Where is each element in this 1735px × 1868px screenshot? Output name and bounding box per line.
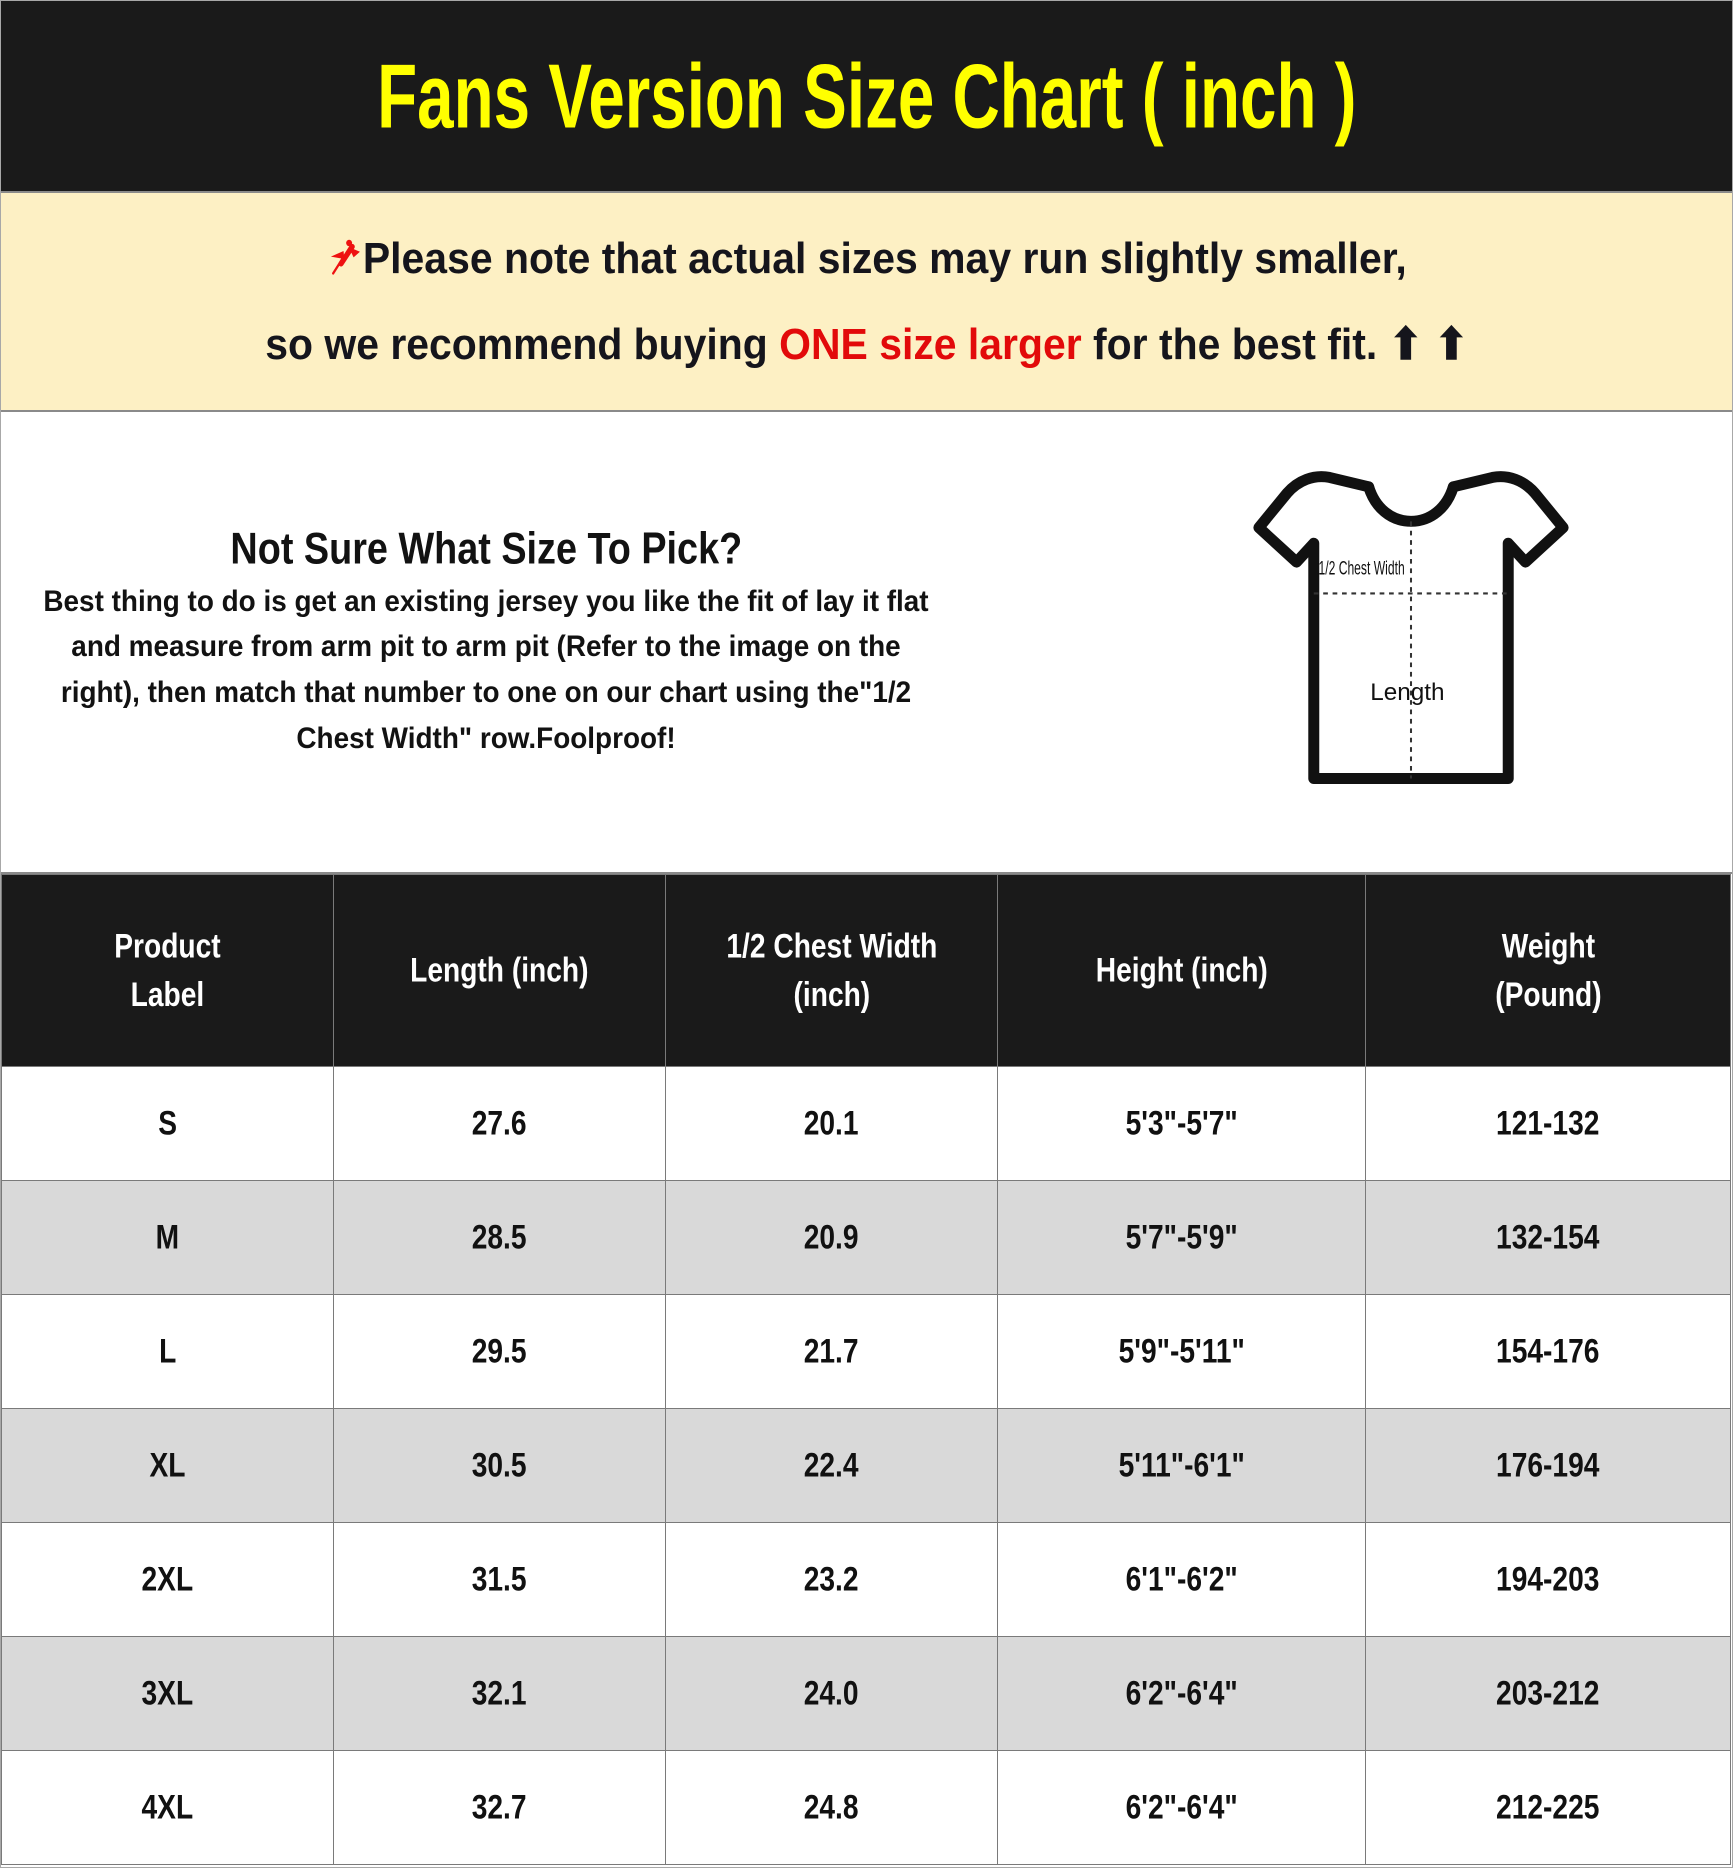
svg-text:1/2 Chest Width: 1/2 Chest Width (1318, 558, 1404, 580)
svg-text:Length: Length (1370, 679, 1444, 706)
